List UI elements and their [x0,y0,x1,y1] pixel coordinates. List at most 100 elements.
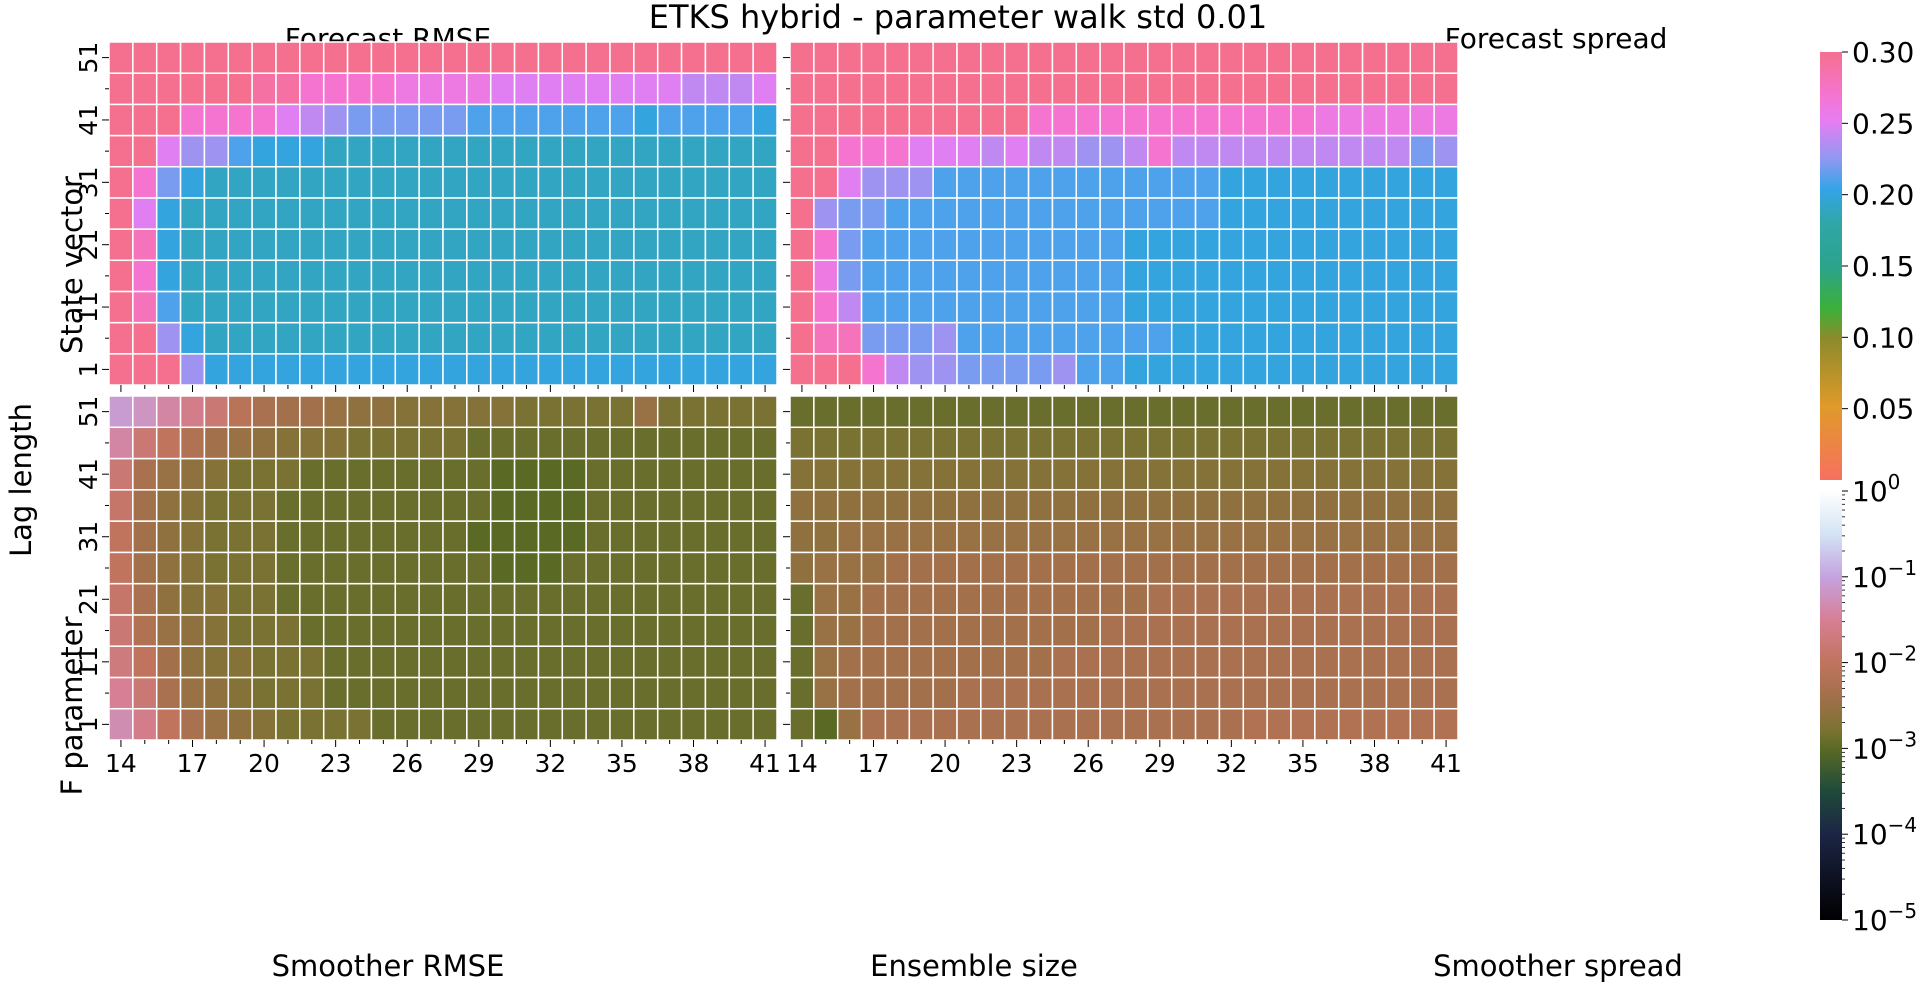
x-tick-label: 14 [105,749,137,778]
heatmap-cell [1003,707,1030,741]
heatmap-cell [1051,165,1078,199]
heatmap-cell [203,426,230,460]
heatmap-cell [1361,165,1388,199]
heatmap-cell [1003,228,1030,262]
heatmap-cell [299,41,325,74]
heatmap-cell [1409,551,1435,585]
heatmap-cell [1099,134,1125,168]
heatmap-cell [956,290,982,324]
heatmap-cell [1123,676,1149,710]
heatmap-cell [752,707,778,741]
heatmap-cell [1385,228,1412,262]
heatmap-cell [609,395,635,429]
heatmap-cell [1337,72,1364,106]
heatmap-cell [609,707,635,741]
heatmap-cell [1027,353,1054,386]
heatmap-cell [609,321,635,355]
heatmap-cell [108,134,134,168]
heatmap-cell [299,228,325,262]
heatmap-cell [1433,520,1459,554]
heatmap-cell [275,290,301,324]
heatmap-cell [489,353,516,386]
y-tick-label: 41 [74,458,103,490]
heatmap-cell [132,457,158,491]
heatmap-cell [179,134,206,168]
heatmap-cell [752,426,778,460]
heatmap-cell [980,228,1006,262]
heatmap-cell [1147,353,1173,386]
heatmap-cell [1170,134,1197,168]
heatmap-cell [537,321,564,355]
heatmap-cell [1194,228,1221,262]
heatmap-cell [1075,197,1101,230]
heatmap-cell [585,426,611,460]
heatmap-cell [227,707,253,741]
heatmap-cell [299,103,325,137]
heatmap-cell [1218,614,1245,647]
heatmap-cell [322,165,349,199]
heatmap-cell [1409,614,1435,647]
y-tick-label: 1 [74,716,103,732]
heatmap-cell [1123,457,1149,491]
heatmap-cell [1194,457,1221,491]
heatmap-cell [1099,228,1125,262]
heatmap-cell [585,134,611,168]
state-vector-label: State vector [55,176,89,354]
heatmap-cell [1337,321,1364,355]
heatmap-cell [251,197,277,230]
heatmap-cell [908,489,934,522]
heatmap-cell [1337,290,1364,324]
heatmap-cell [752,489,778,522]
heatmap-cell [1123,520,1149,554]
heatmap-cell [322,489,349,522]
heatmap-cell [1075,395,1101,429]
heatmap-cell [251,582,277,616]
heatmap-cell [394,395,420,429]
heatmap-cell [1003,582,1030,616]
heatmap-cell [442,582,468,616]
heatmap-cell [1170,395,1197,429]
heatmap-cell [860,395,887,429]
heatmap-cell [1361,72,1388,106]
heatmap-cell [836,259,863,293]
heatmap-cell [1361,676,1388,710]
heatmap-cell [956,321,982,355]
heatmap-cell [956,228,982,262]
heatmap-cell [1003,614,1030,647]
heatmap-cell [1361,395,1388,429]
heatmap-cell [394,520,420,554]
heatmap-cell [884,353,911,386]
heatmap-cell [1409,582,1435,616]
heatmap-cell [466,228,492,262]
heatmap-cell [1051,457,1078,491]
heatmap-cell [752,103,778,137]
heatmap-cell [418,614,444,647]
heatmap-cell [956,676,982,710]
heatmap-cell [1194,645,1221,679]
heatmap-cell [108,707,134,741]
heatmap-cell [227,645,253,679]
heatmap-cell [884,321,911,355]
heatmap-cell [1147,228,1173,262]
heatmap-cell [251,614,277,647]
heatmap-cell [633,426,659,460]
heatmap-cell [108,426,134,460]
heatmap-cell [370,259,397,293]
heatmap-cell [1003,41,1030,74]
heatmap-cell [1314,551,1340,585]
heatmap-cell [1027,676,1054,710]
heatmap-cell [585,489,611,522]
heatmap-cell [1170,457,1197,491]
heatmap-cell [108,165,134,199]
heatmap-cell [656,395,683,429]
heatmap-cell [585,551,611,585]
heatmap-cell [836,134,863,168]
heatmap-cell [1099,353,1125,386]
heatmap-cell [728,614,754,647]
heatmap-cell [1242,41,1268,74]
heatmap-cell [251,676,277,710]
colorbar-state: 0.30 0.25 0.20 0.15 0.10 0.05 [1820,36,1914,480]
heatmap-cell [860,582,887,616]
heatmap-cell [108,614,134,647]
